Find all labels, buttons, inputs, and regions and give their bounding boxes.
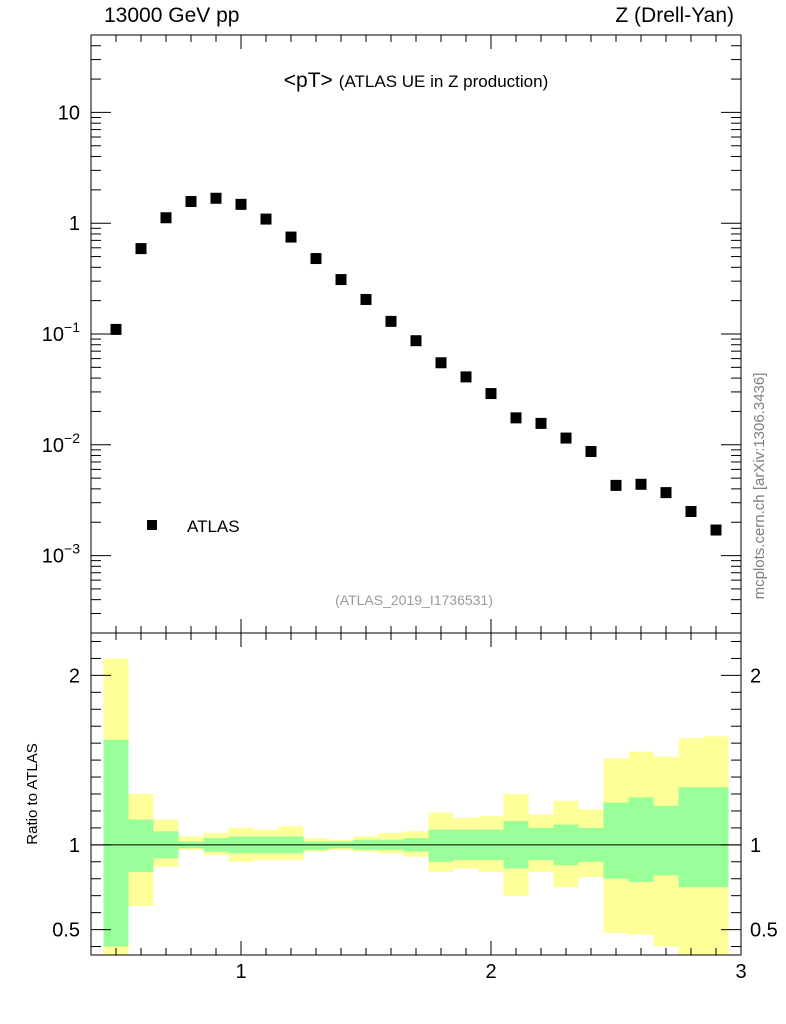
data-point — [610, 479, 622, 491]
ratio-band-bin — [128, 819, 154, 872]
data-point — [385, 315, 397, 327]
ratio-x-tick-label: 3 — [735, 961, 746, 983]
ratio-band-bin — [428, 829, 454, 862]
data-points — [110, 192, 722, 536]
data-point — [185, 196, 197, 208]
mcplots-side-label: mcplots.cern.ch [arXiv:1306.3436] — [751, 373, 768, 600]
ratio-band-bin — [703, 787, 729, 888]
data-point — [635, 478, 647, 490]
data-point — [260, 213, 272, 225]
main-y-tick-label: 10−2 — [42, 430, 80, 457]
ratio-band-bin — [628, 797, 654, 883]
data-point — [510, 412, 522, 424]
ratio-band-bin — [653, 805, 679, 876]
data-point — [710, 524, 722, 536]
data-point — [285, 231, 297, 243]
ratio-band-bin — [528, 827, 554, 861]
header-process-label: Z (Drell-Yan) — [615, 4, 734, 27]
ratio-y-tick-label-left: 2 — [69, 665, 80, 687]
analysis-id-label: (ATLAS_2019_I1736531) — [335, 592, 493, 608]
ratio-band-bin — [678, 787, 704, 888]
data-point — [310, 253, 322, 265]
data-point — [335, 274, 347, 286]
ratio-plot-panel: 0.5 0.5 1 1 2 2 1 2 3 Ratio to ATLAS — [24, 632, 778, 983]
data-point — [535, 417, 547, 429]
ratio-y-tick-label-right: 0.5 — [750, 920, 778, 942]
ratio-x-tick-label: 2 — [485, 961, 496, 983]
ratio-y-tick-label-right: 1 — [750, 835, 761, 857]
data-point — [685, 505, 697, 517]
legend-marker-atlas — [147, 520, 157, 530]
ratio-y-tick-label-left: 0.5 — [52, 920, 80, 942]
main-y-tick-labels: 10−3 10−2 10−1 1 10 — [42, 102, 80, 567]
ratio-x-tick-label: 1 — [235, 961, 246, 983]
ratio-y-tick-labels: 0.5 0.5 1 1 2 2 — [52, 665, 778, 941]
data-point — [460, 371, 472, 383]
ratio-y-axis-label: Ratio to ATLAS — [24, 743, 41, 844]
header-energy-label: 13000 GeV pp — [104, 4, 240, 27]
main-y-tick-label: 1 — [69, 213, 80, 235]
legend-label-atlas: ATLAS — [187, 517, 240, 536]
main-y-tick-label: 10−3 — [42, 541, 80, 568]
ratio-plot-frame — [90, 632, 742, 956]
data-point — [235, 198, 247, 210]
ratio-uncertainty-bands — [103, 658, 729, 955]
data-point — [660, 487, 672, 499]
main-y-tick-label: 10−1 — [42, 319, 80, 346]
data-point — [160, 212, 172, 224]
data-point — [560, 432, 572, 444]
main-plot-frame — [90, 34, 742, 634]
main-y-tick-label: 10 — [58, 102, 80, 124]
ratio-band-bin — [103, 739, 129, 947]
ratio-band-bin — [303, 841, 329, 850]
data-point — [135, 243, 147, 255]
ratio-x-tick-labels: 1 2 3 — [235, 961, 746, 983]
data-point — [485, 388, 497, 400]
data-point — [110, 323, 122, 335]
ratio-y-tick-label-left: 1 — [69, 835, 80, 857]
main-axis-ticks — [91, 34, 742, 634]
ratio-band-bin — [603, 802, 629, 879]
data-point — [585, 445, 597, 457]
data-point — [435, 357, 447, 369]
plot-title: <pT> (ATLAS UE in Z production) — [284, 69, 548, 92]
data-point — [210, 192, 222, 204]
main-plot-panel: 10−3 10−2 10−1 1 10 <pT> (ATLAS UE in Z produ… — [42, 34, 742, 634]
ratio-y-tick-label-right: 2 — [750, 665, 761, 687]
data-point — [360, 293, 372, 305]
data-point — [410, 335, 422, 347]
